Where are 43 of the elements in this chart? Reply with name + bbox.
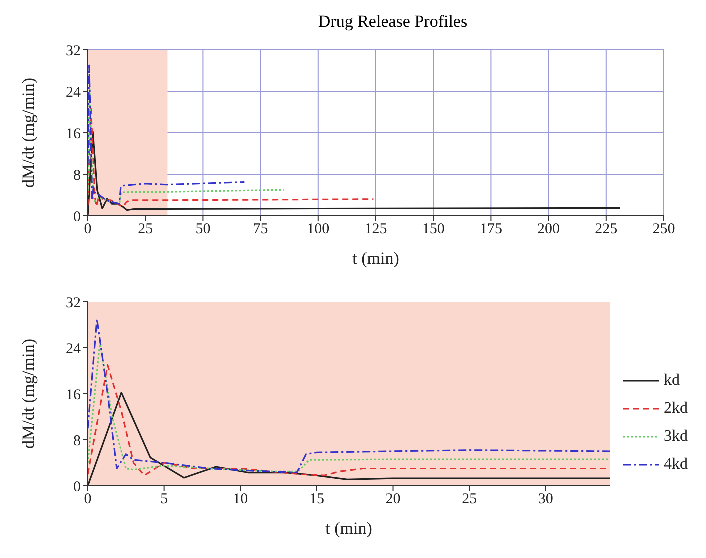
y-tick-label: 8 [74,433,81,450]
y-axis-title: dM/dt (mg/min) [19,338,38,450]
line-series [88,64,246,205]
y-tick-label: 16 [66,387,82,404]
x-axis-title: t (min) [326,519,372,538]
legend-label: 4kd [664,456,688,474]
y-tick-label: 0 [74,479,81,496]
x-tick-label: 5 [160,492,168,508]
x-tick-label: 150 [422,222,445,238]
x-tick-label: 10 [233,492,248,508]
y-tick-label: 0 [74,209,81,226]
line-series [88,86,285,204]
x-tick-label: 225 [595,222,618,238]
x-tick-label: 50 [196,222,211,238]
line-series [88,318,610,474]
x-tick-label: 25 [138,222,154,238]
y-tick-label: 8 [74,168,81,184]
x-tick-label: 75 [253,222,268,238]
y-tick-label: 32 [66,295,81,312]
x-tick-label: 100 [307,222,330,238]
y-tick-label: 24 [66,84,82,101]
line-series [88,106,374,208]
x-tick-label: 20 [386,492,401,508]
x-tick-label: 0 [84,222,92,238]
legend-label: 2kd [664,400,688,418]
y-tick-label: 16 [66,126,82,142]
chart-title: Drug Release Profiles [317,11,469,33]
x-tick-label: 15 [309,492,324,508]
line-series [88,341,610,472]
x-tick-label: 175 [480,222,502,238]
line-series [88,131,622,216]
x-tick-label: 0 [84,492,92,508]
legend-label: kd [664,372,680,390]
x-tick-label: 125 [364,222,388,238]
x-tick-label: 30 [538,492,554,508]
legend-label: 3kd [664,428,688,446]
x-axis-title: t (min) [352,249,400,268]
x-tick-label: 200 [538,222,560,238]
y-axis-title: dM/dt (mg/min) [19,78,38,188]
y-tick-label: 32 [66,43,81,60]
y-tick-label: 24 [66,341,82,358]
x-tick-label: 25 [462,492,478,508]
x-tick-label: 250 [652,222,676,238]
